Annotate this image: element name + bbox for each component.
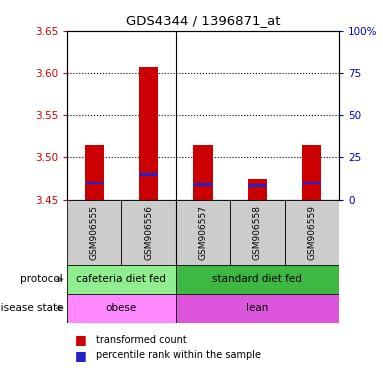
Bar [302,145,321,200]
Text: GSM906555: GSM906555 [90,205,99,260]
Bar [85,182,104,184]
Text: GSM906559: GSM906559 [307,205,316,260]
Bar [85,145,104,200]
Bar [248,179,267,200]
Bar [139,173,158,175]
Bar [121,200,176,265]
Text: ■: ■ [75,349,87,362]
Text: GSM906556: GSM906556 [144,205,153,260]
Bar [176,265,339,294]
Text: transformed count: transformed count [96,335,187,345]
Bar [193,183,213,186]
Bar [285,200,339,265]
Bar [176,200,230,265]
Bar [248,184,267,187]
Bar [67,294,176,323]
Text: cafeteria diet fed: cafeteria diet fed [77,274,166,285]
Text: GSM906558: GSM906558 [253,205,262,260]
Bar [67,265,176,294]
Text: percentile rank within the sample: percentile rank within the sample [96,350,261,360]
Text: disease state: disease state [0,303,63,313]
Text: obese: obese [106,303,137,313]
Bar [302,182,321,184]
Bar [193,145,213,200]
Bar [230,200,285,265]
Bar [176,294,339,323]
Title: GDS4344 / 1396871_at: GDS4344 / 1396871_at [126,14,280,27]
Text: ■: ■ [75,333,87,346]
Text: lean: lean [246,303,268,313]
Text: standard diet fed: standard diet fed [213,274,302,285]
Text: protocol: protocol [20,274,63,285]
Text: GSM906557: GSM906557 [198,205,208,260]
Bar [67,200,121,265]
Bar [139,67,158,200]
